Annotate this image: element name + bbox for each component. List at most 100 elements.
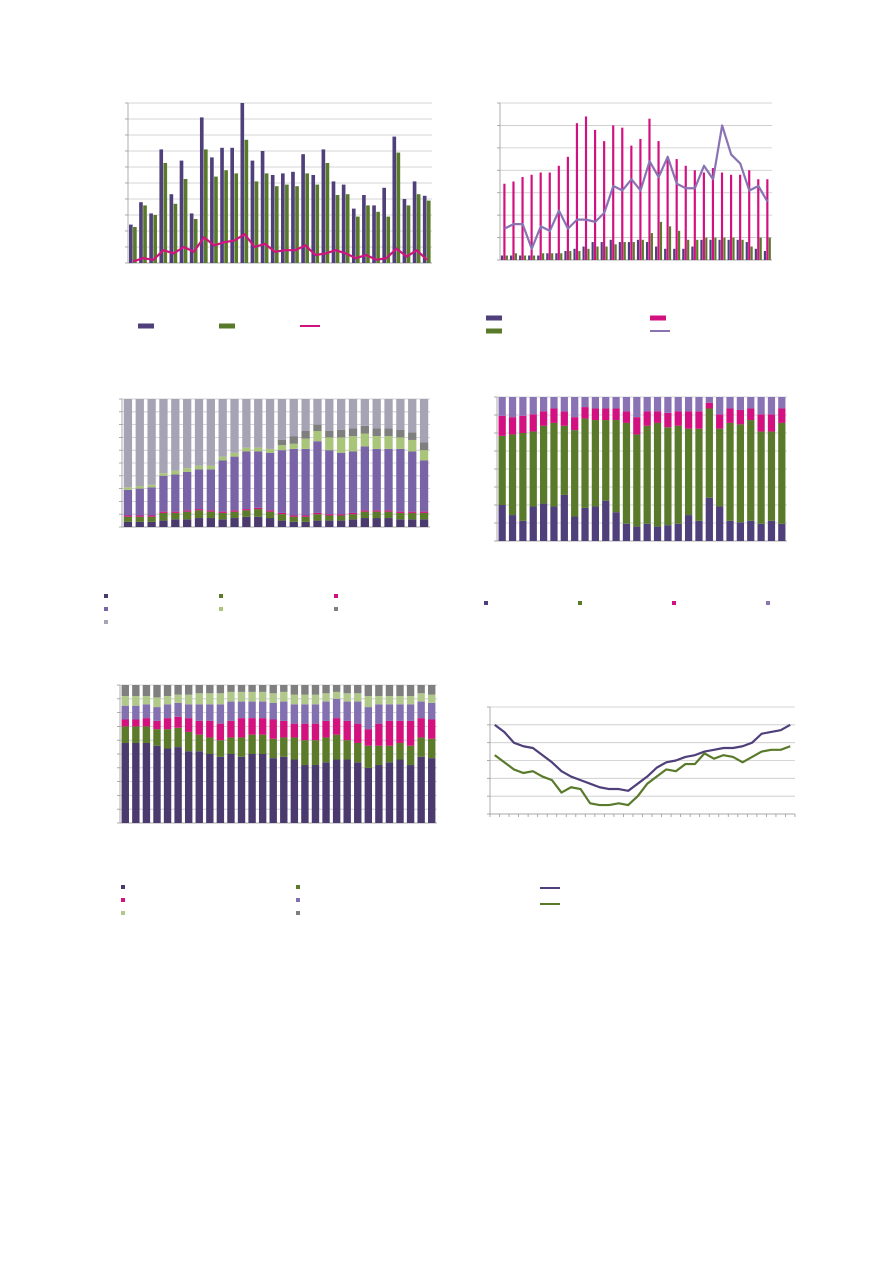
bar-segment bbox=[254, 451, 263, 508]
bar bbox=[532, 255, 536, 260]
bar-segment bbox=[183, 471, 192, 511]
bar bbox=[621, 127, 624, 261]
legend-swatch bbox=[650, 315, 666, 321]
bar-segment bbox=[767, 431, 776, 521]
bar-segment bbox=[360, 446, 369, 511]
legend-swatch bbox=[296, 911, 300, 915]
bar-segment bbox=[269, 702, 277, 720]
bar-segment bbox=[747, 408, 755, 421]
bar-segment bbox=[206, 465, 215, 470]
bar-segment bbox=[332, 718, 341, 735]
bar-segment bbox=[498, 415, 506, 436]
bar-segment bbox=[163, 729, 172, 749]
bar-segment bbox=[508, 397, 517, 418]
bar-segment bbox=[132, 696, 140, 706]
bar-segment bbox=[265, 448, 275, 453]
bar-segment bbox=[428, 719, 436, 739]
bar-segment bbox=[396, 696, 404, 705]
bar-segment bbox=[396, 429, 405, 438]
bar-segment bbox=[289, 448, 298, 516]
bar bbox=[183, 179, 188, 263]
bar-segment bbox=[736, 409, 745, 425]
bar-segment bbox=[396, 759, 404, 823]
bar-segment bbox=[289, 516, 298, 522]
bar-segment bbox=[406, 720, 415, 746]
bar-segment bbox=[360, 511, 369, 519]
bar-segment bbox=[135, 516, 144, 522]
bar-segment bbox=[560, 425, 568, 495]
bar-segment bbox=[184, 704, 193, 719]
bar-segment bbox=[153, 745, 161, 823]
bar-segment bbox=[778, 397, 786, 409]
bar-segment bbox=[135, 486, 144, 489]
bar-segment bbox=[529, 414, 537, 432]
bar-segment bbox=[311, 740, 320, 766]
bar-segment bbox=[705, 397, 713, 403]
bar bbox=[727, 239, 730, 260]
bar-segment bbox=[163, 696, 172, 705]
bar-segment bbox=[159, 399, 168, 474]
bar-segment bbox=[529, 431, 537, 507]
bar-segment bbox=[767, 397, 776, 415]
bar bbox=[564, 251, 567, 260]
bar-segment bbox=[529, 397, 537, 415]
bar bbox=[512, 181, 515, 260]
bar-segment bbox=[159, 511, 168, 513]
bar-segment bbox=[325, 450, 334, 515]
bar bbox=[609, 239, 612, 260]
bar bbox=[741, 239, 744, 260]
bar-segment bbox=[280, 756, 288, 823]
legend-swatch bbox=[219, 607, 223, 611]
bar bbox=[244, 139, 249, 263]
bar-segment bbox=[396, 685, 404, 697]
legend-swatch bbox=[296, 885, 300, 889]
bar-segment bbox=[778, 408, 786, 423]
bar-segment bbox=[375, 723, 383, 746]
bar bbox=[149, 213, 153, 263]
bar bbox=[748, 170, 751, 260]
legend-swatch bbox=[121, 898, 125, 902]
bar bbox=[639, 138, 642, 260]
bar-segment bbox=[184, 685, 193, 695]
bar-segment bbox=[396, 720, 404, 743]
bar-segment bbox=[406, 704, 415, 721]
bar bbox=[204, 149, 208, 263]
bar-segment bbox=[419, 512, 429, 520]
bar bbox=[768, 237, 771, 260]
bar bbox=[220, 147, 224, 263]
bar-segment bbox=[322, 685, 330, 694]
bar-segment bbox=[311, 685, 320, 695]
bar-segment bbox=[311, 723, 320, 741]
line-series bbox=[504, 124, 769, 250]
bar-segment bbox=[419, 442, 429, 451]
bar bbox=[605, 246, 608, 260]
bar-segment bbox=[277, 450, 287, 513]
bar-segment bbox=[290, 723, 299, 738]
bar-segment bbox=[289, 443, 298, 449]
bar-segment bbox=[163, 718, 172, 730]
bar-segment bbox=[519, 520, 527, 541]
bar-segment bbox=[132, 742, 140, 823]
bar-segment bbox=[242, 447, 251, 452]
bar-segment bbox=[337, 515, 346, 521]
bar-segment bbox=[123, 487, 133, 490]
bar bbox=[739, 174, 742, 260]
bar-segment bbox=[419, 460, 429, 512]
bar-segment bbox=[360, 518, 369, 527]
bar bbox=[596, 246, 599, 260]
bar-segment bbox=[332, 698, 341, 719]
bar-segment bbox=[705, 402, 713, 409]
bar-segment bbox=[183, 511, 192, 520]
bar bbox=[163, 163, 168, 263]
bar-segment bbox=[301, 431, 310, 439]
bar-segment bbox=[539, 425, 548, 504]
bar-segment bbox=[337, 452, 346, 515]
bar bbox=[159, 149, 164, 263]
bar bbox=[696, 239, 699, 260]
bar-segment bbox=[385, 720, 394, 746]
bar-segment bbox=[396, 512, 405, 520]
bar-segment bbox=[206, 518, 215, 527]
bar-segment bbox=[227, 737, 235, 754]
bar bbox=[291, 171, 295, 263]
bar-segment bbox=[612, 408, 620, 421]
